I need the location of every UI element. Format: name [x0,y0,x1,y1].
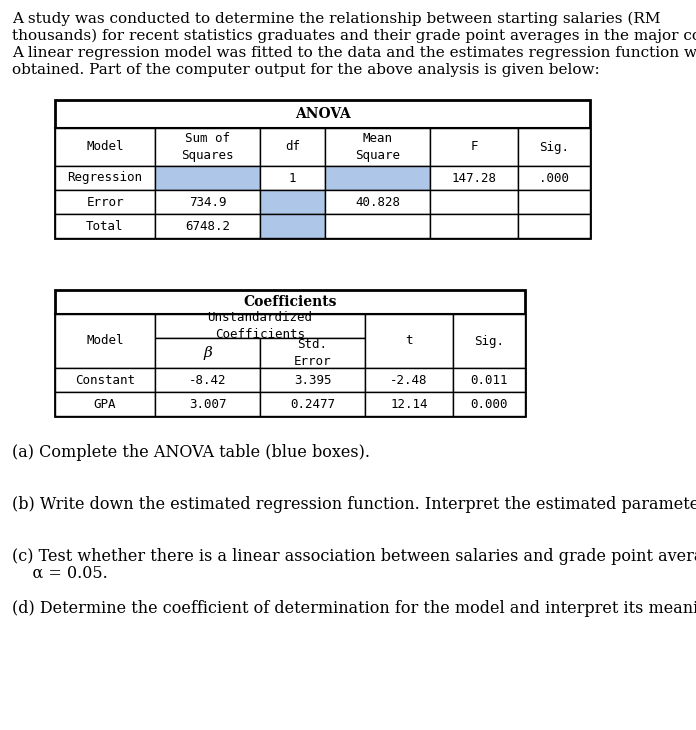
Text: 6748.2: 6748.2 [185,220,230,232]
Text: 0.000: 0.000 [470,398,508,410]
Text: Unstandardized
Coefficients: Unstandardized Coefficients [207,311,313,341]
Text: Sig.: Sig. [539,140,569,153]
Text: (a) Complete the ANOVA table (blue boxes).: (a) Complete the ANOVA table (blue boxes… [12,444,370,461]
Text: Coefficients: Coefficients [243,295,337,309]
Text: 0.011: 0.011 [470,374,508,386]
Text: df: df [285,140,300,153]
Text: Model: Model [86,334,124,347]
Text: (b) Write down the estimated regression function. Interpret the estimated parame: (b) Write down the estimated regression … [12,496,696,513]
Text: Mean
Square: Mean Square [355,132,400,162]
Bar [325,128,430,166]
Text: Regression: Regression [68,172,143,185]
Bar [365,392,453,416]
Bar [55,166,155,190]
Bar [325,214,430,238]
Text: 734.9: 734.9 [189,196,226,209]
Bar [453,368,525,392]
Bar [518,128,590,166]
Text: 147.28: 147.28 [452,172,496,185]
Text: Model: Model [86,140,124,153]
Bar [55,392,155,416]
Text: Error: Error [86,196,124,209]
Text: β: β [203,346,212,360]
Bar [260,392,365,416]
Text: -8.42: -8.42 [189,374,226,386]
Bar [453,392,525,416]
Text: F: F [470,140,477,153]
Text: t: t [405,334,413,347]
Bar [518,214,590,238]
Bar [260,338,365,368]
Text: (c) Test whether there is a linear association between salaries and grade point : (c) Test whether there is a linear assoc… [12,548,696,565]
Text: 3.007: 3.007 [189,398,226,410]
Bar [55,368,155,392]
Bar [155,128,260,166]
Bar [55,314,155,368]
Bar [155,166,260,190]
Text: A study was conducted to determine the relationship between starting salaries (R: A study was conducted to determine the r… [12,12,661,26]
Text: Constant: Constant [75,374,135,386]
Bar [155,314,365,338]
Text: 3.395: 3.395 [294,374,331,386]
Bar [55,100,590,238]
Bar [453,314,525,368]
Bar [155,392,260,416]
Text: obtained. Part of the computer output for the above analysis is given below:: obtained. Part of the computer output fo… [12,63,600,77]
Bar [55,290,525,416]
Bar [325,190,430,214]
Bar [430,214,518,238]
Text: -2.48: -2.48 [390,374,428,386]
Bar [155,338,260,368]
Bar [260,166,325,190]
Text: thousands) for recent statistics graduates and their grade point averages in the: thousands) for recent statistics graduat… [12,29,696,43]
Bar [365,314,453,368]
Bar [155,368,260,392]
Text: ANOVA: ANOVA [294,107,350,121]
Bar [518,190,590,214]
Bar [155,190,260,214]
Text: .000: .000 [539,172,569,185]
Bar [325,166,430,190]
Bar [260,190,325,214]
Bar [260,214,325,238]
Bar [260,128,325,166]
Text: Total: Total [86,220,124,232]
Text: 40.828: 40.828 [355,196,400,209]
Text: 1: 1 [289,172,296,185]
Text: (d) Determine the coefficient of determination for the model and interpret its m: (d) Determine the coefficient of determi… [12,600,696,617]
Bar [55,128,155,166]
Text: α = 0.05.: α = 0.05. [12,565,108,582]
Text: Sum of
Squares: Sum of Squares [181,132,234,162]
Bar [430,128,518,166]
Text: 12.14: 12.14 [390,398,428,410]
Bar [155,214,260,238]
Text: 0.2477: 0.2477 [290,398,335,410]
Bar [430,166,518,190]
Text: Std.
Error: Std. Error [294,338,331,368]
Bar [55,190,155,214]
Text: GPA: GPA [94,398,116,410]
Bar [430,190,518,214]
Bar [55,214,155,238]
Bar [260,368,365,392]
Bar [365,368,453,392]
Text: Sig.: Sig. [474,334,504,347]
Text: A linear regression model was fitted to the data and the estimates regression fu: A linear regression model was fitted to … [12,46,696,60]
Bar [518,166,590,190]
